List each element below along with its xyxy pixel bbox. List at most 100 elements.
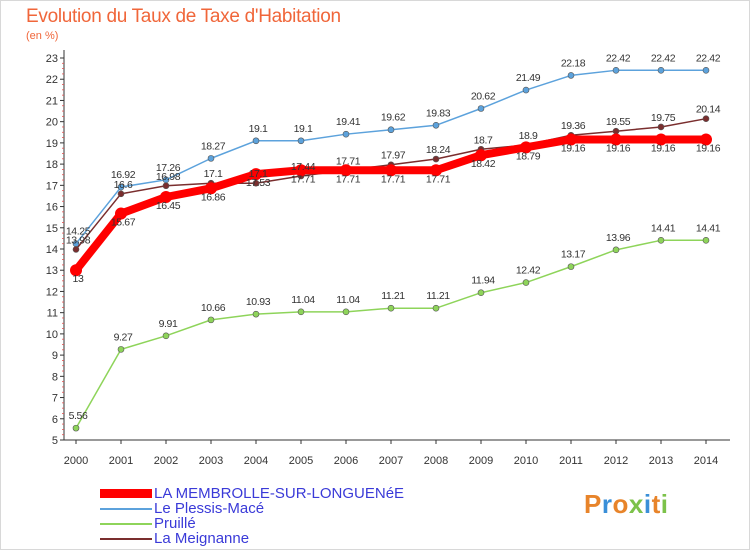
x-tick-label: 2002	[154, 455, 178, 467]
data-label: 18.27	[201, 140, 226, 152]
data-label: 17.1	[249, 168, 268, 180]
logo-letter: P	[584, 489, 602, 519]
series-line	[75, 239, 707, 429]
data-label: 16.92	[111, 169, 136, 181]
data-label: 5.56	[69, 410, 88, 422]
data-point	[117, 183, 125, 191]
chart-unit: (en %)	[26, 30, 59, 42]
data-point	[702, 236, 710, 244]
data-label: 16.6	[114, 179, 133, 191]
data-point	[522, 86, 530, 94]
data-label: 16.45	[156, 200, 181, 212]
proxiti-logo: Proxiti	[584, 489, 668, 520]
legend-item: LA MEMBROLLE-SUR-LONGUENéE	[100, 486, 404, 501]
data-label: 13.96	[606, 232, 631, 244]
legend-swatch	[100, 489, 152, 498]
data-label: 18.42	[471, 158, 496, 170]
data-point	[702, 115, 710, 122]
y-tick-label: 22	[46, 74, 58, 86]
y-tick-label: 5	[52, 435, 58, 447]
legend-label: Pruillé	[154, 515, 196, 532]
data-label: 12.42	[516, 265, 541, 277]
data-point	[520, 141, 532, 154]
data-label: 19.36	[561, 120, 586, 132]
x-tick-label: 2009	[469, 455, 493, 467]
data-label: 17.1	[204, 168, 223, 180]
data-point	[657, 236, 665, 244]
data-label: 18.24	[426, 144, 451, 156]
y-tick-label: 8	[52, 371, 58, 383]
logo-letter: o	[612, 489, 629, 519]
legend-swatch	[100, 537, 152, 540]
y-tick-label: 21	[46, 95, 58, 107]
data-point	[70, 264, 82, 277]
data-point	[72, 246, 80, 253]
data-label: 19.41	[336, 116, 361, 128]
data-point	[252, 137, 260, 145]
x-tick-label: 2014	[694, 455, 718, 467]
data-point	[117, 190, 125, 198]
data-label: 19.16	[651, 142, 676, 154]
x-tick-label: 2011	[559, 455, 583, 467]
x-tick-label: 2000	[64, 455, 88, 467]
data-label: 10.93	[246, 296, 271, 308]
data-point	[565, 133, 577, 146]
data-point	[655, 133, 667, 146]
x-tick-label: 2007	[379, 455, 403, 467]
y-tick-label: 6	[52, 414, 58, 426]
data-label: 19.75	[651, 112, 676, 124]
data-point	[432, 155, 440, 163]
data-label: 22.42	[696, 52, 721, 64]
data-point	[297, 137, 305, 145]
data-point	[610, 133, 622, 146]
data-point	[657, 67, 665, 74]
data-point	[567, 263, 575, 270]
data-point	[162, 332, 170, 340]
data-label: 19.16	[696, 142, 721, 154]
data-label: 18.7	[474, 134, 493, 146]
data-label: 17.71	[336, 173, 361, 185]
logo-letter: x	[628, 489, 644, 519]
data-label: 14.25	[66, 226, 91, 238]
data-point	[72, 424, 80, 432]
y-tick-label: 18	[46, 159, 58, 171]
data-label: 22.18	[561, 57, 586, 69]
y-tick-label: 23	[46, 53, 58, 65]
data-point	[702, 67, 710, 74]
data-label: 13.17	[561, 249, 586, 261]
data-point	[430, 164, 442, 177]
chart-title: Evolution du Taux de Taxe d'Habitation	[26, 6, 341, 27]
data-point	[385, 164, 397, 177]
x-tick-label: 2012	[604, 455, 628, 467]
legend-item: Pruillé	[100, 516, 404, 531]
data-label: 11.04	[336, 294, 360, 306]
data-label: 17.44	[291, 161, 316, 173]
data-label: 13.98	[66, 234, 91, 246]
data-point	[252, 310, 260, 318]
data-point	[205, 182, 217, 195]
data-point	[612, 246, 620, 254]
data-label: 16.86	[201, 191, 226, 203]
x-tick-label: 2005	[289, 455, 313, 467]
legend: LA MEMBROLLE-SUR-LONGUENéE Le Plessis-Mac…	[100, 486, 404, 546]
data-point	[700, 133, 712, 146]
data-point	[342, 308, 350, 316]
data-label: 19.16	[606, 142, 631, 154]
data-label: 9.91	[159, 318, 178, 330]
data-label: 11.21	[381, 290, 405, 302]
data-label: 9.27	[114, 331, 133, 343]
legend-item: La Meignanne	[100, 531, 404, 546]
logo-letter: t	[651, 489, 661, 519]
data-point	[252, 179, 260, 187]
data-point	[295, 164, 307, 177]
data-point	[207, 155, 215, 162]
data-point	[342, 130, 350, 138]
data-label: 13	[73, 273, 84, 285]
y-tick-label: 10	[46, 329, 58, 341]
data-label: 17.71	[381, 173, 406, 185]
data-label: 11.21	[426, 290, 450, 302]
data-label: 16.98	[156, 171, 181, 183]
legend-item: Le Plessis-Macé	[100, 501, 404, 516]
